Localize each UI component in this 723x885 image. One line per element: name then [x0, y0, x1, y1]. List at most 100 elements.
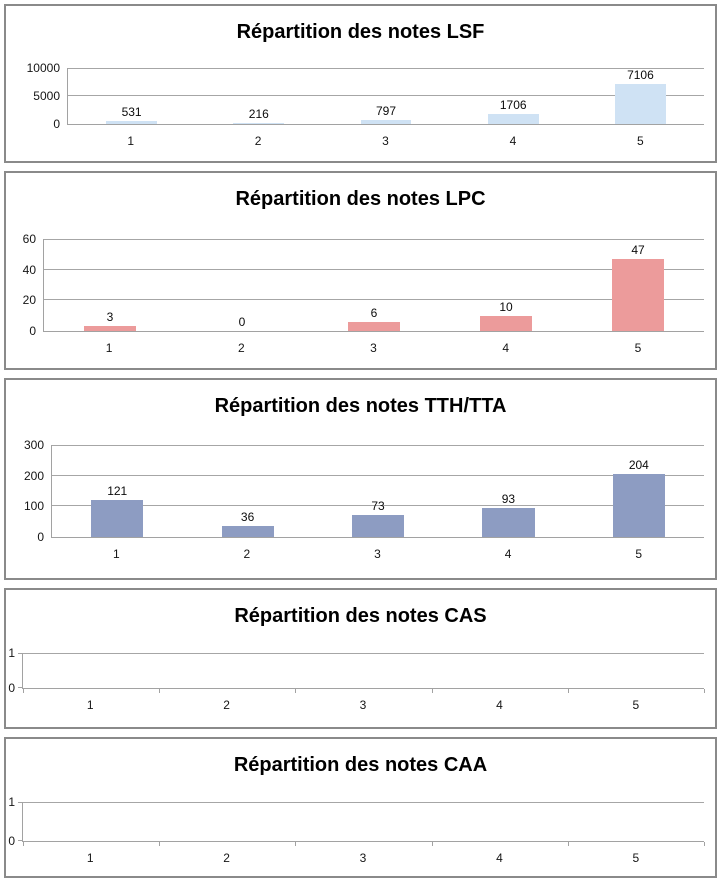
x-axis-category-label: 5 [632, 698, 640, 712]
bar-slot-4 [432, 653, 568, 688]
bar [221, 525, 274, 537]
x-axis-category-label: 2 [223, 851, 230, 865]
plot-wrap: 531 216 797 1706 7106 0 5000 10000 1 2 3 4 5 [27, 62, 704, 148]
bar-data-label: 121 [107, 483, 128, 498]
bar [233, 122, 285, 124]
x-axis-category-label: 3 [359, 851, 367, 865]
gridline [68, 68, 704, 69]
bar-data-label: 531 [121, 105, 142, 120]
bar [611, 258, 665, 331]
bar-slot-1 [23, 653, 159, 688]
gridline [52, 474, 704, 476]
x-axis-category-label: 3 [374, 547, 381, 561]
x-axis-labels: 1 2 3 4 5 [22, 842, 704, 865]
x-axis-tick [159, 689, 161, 693]
gridline [23, 653, 704, 654]
x-axis-category-label: 3 [370, 341, 377, 355]
bar [91, 499, 144, 537]
bar-series: 3 0 6 10 47 [44, 239, 704, 331]
bar-slot-1: 3 [44, 239, 176, 331]
bar-slot-3: 73 [313, 445, 443, 537]
x-axis-category-label: 4 [504, 547, 512, 561]
bar-slot-4 [432, 802, 568, 841]
x-axis-tick [23, 842, 24, 846]
x-axis-tick [23, 689, 24, 693]
x-axis-category-label: 2 [243, 547, 251, 561]
bar [482, 508, 535, 537]
plot-area: 3 0 6 10 47 0 20 40 60 [23, 233, 704, 337]
bar-series [23, 653, 704, 688]
bar-slot-4: 1706 [450, 68, 577, 124]
bar-slot-2 [159, 653, 295, 688]
chart-panel-1[interactable]: Répartition des notes LSF 531 216 797 1706 7… [4, 4, 717, 163]
x-axis-tick [295, 842, 297, 846]
bar-slot-2: 0 [176, 239, 308, 331]
x-axis-labels: 1 2 3 4 5 [43, 332, 704, 355]
y-axis-tick-label: 40 [22, 262, 36, 277]
bar-slot-5: 7106 [577, 68, 704, 124]
bar [360, 119, 412, 124]
x-axis-category-label: 2 [223, 698, 230, 712]
bar-data-label: 1706 [499, 98, 527, 113]
plot-wrap: 121 36 73 93 204 0 100 200 300 1 2 3 4 5 [24, 439, 704, 561]
bar-data-label: 47 [631, 242, 645, 257]
chart-panel-2[interactable]: Répartition des notes LPC 3 0 6 10 47 0 20 40 6… [4, 171, 717, 370]
bar-slot-2 [159, 802, 295, 841]
chart-title: Répartition des notes LSF [236, 21, 485, 43]
y-axis-tick-label: 0 [8, 681, 15, 695]
y-axis-tick-label: 0 [37, 530, 44, 544]
gridline [23, 802, 704, 803]
x-axis-category-label: 1 [127, 134, 135, 148]
gridline [44, 268, 704, 270]
x-axis-category-label: 5 [632, 851, 640, 865]
bar-slot-3 [295, 653, 431, 688]
chart-panel-3[interactable]: Répartition des notes TTH/TTA 121 36 73 93 2… [4, 378, 717, 580]
bar [487, 114, 539, 124]
bar-data-label: 0 [238, 315, 246, 329]
bar [83, 326, 137, 331]
x-axis-category-label: 1 [112, 547, 120, 561]
x-axis-labels: 1 2 3 4 5 [67, 125, 704, 148]
bar-slot-4: 93 [443, 445, 573, 537]
x-axis-category-label: 4 [496, 851, 503, 865]
bar-slot-4: 10 [440, 239, 572, 331]
plot-area: 121 36 73 93 204 0 100 200 300 [24, 439, 704, 543]
x-axis-tick [704, 842, 705, 846]
x-axis-tick [431, 689, 433, 693]
x-axis-category-label: 3 [382, 134, 389, 148]
gridline [52, 505, 704, 507]
gridline [44, 299, 704, 301]
x-axis-category-label: 5 [634, 341, 642, 355]
chart-title: Répartition des notes CAA [233, 754, 488, 776]
bar-slot-5 [568, 802, 704, 841]
y-axis-tick-label: 100 [23, 499, 44, 514]
chart-title: Répartition des notes TTH/TTA [214, 395, 507, 417]
x-axis-category-label: 4 [502, 341, 510, 355]
x-axis-category-label: 4 [509, 134, 517, 148]
y-axis-tick-label: 60 [22, 232, 36, 246]
gridline [52, 445, 704, 446]
x-axis-tick [704, 689, 705, 693]
x-axis-category-label: 2 [254, 134, 262, 148]
y-axis-tick-label: 1 [8, 646, 15, 660]
y-axis-tick-label: 20 [22, 293, 36, 308]
x-axis-category-label: 5 [635, 547, 643, 561]
x-axis-category-label: 1 [86, 851, 94, 865]
x-axis-tick [431, 842, 433, 846]
bar [106, 121, 158, 124]
x-axis-category-label: 3 [359, 698, 367, 712]
gridline [68, 95, 704, 96]
bar [612, 474, 665, 537]
bar-slot-1: 121 [52, 445, 182, 537]
plot-area: 531 216 797 1706 7106 0 5000 10000 [27, 62, 704, 130]
bar-data-label: 10 [499, 299, 513, 314]
y-axis-tick-label: 0 [8, 834, 15, 848]
x-axis-tick [295, 689, 297, 693]
